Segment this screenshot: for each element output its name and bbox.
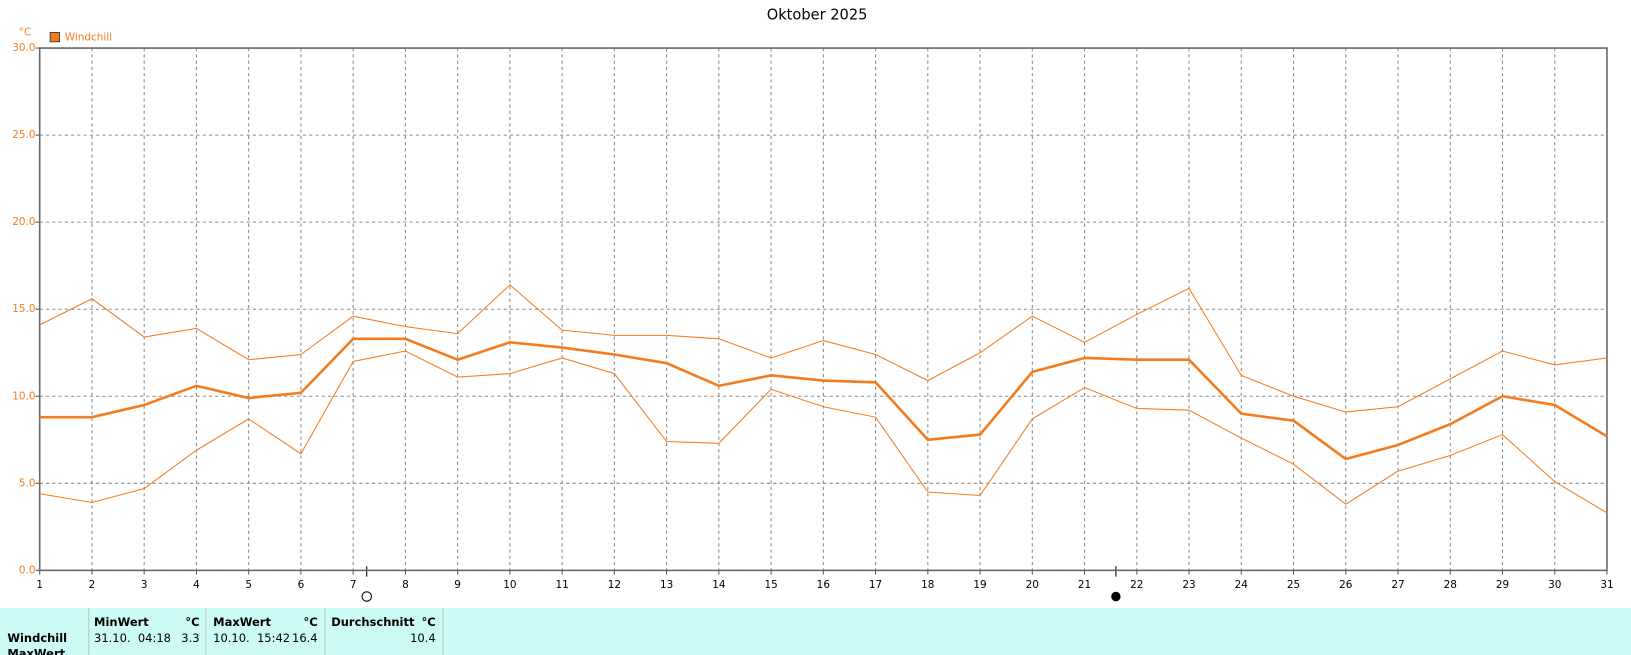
cell: 31.10. 04:18 xyxy=(94,631,171,645)
x-tick-label: 18 xyxy=(921,579,934,591)
y-tick-label: 10.0 xyxy=(12,390,35,402)
x-tick-label: 26 xyxy=(1339,579,1352,591)
y-tick-label: 15.0 xyxy=(12,303,35,315)
x-tick-label: 17 xyxy=(869,579,882,591)
y-tick-label: 20.0 xyxy=(12,216,35,228)
x-tick-label: 23 xyxy=(1182,579,1195,591)
table-unit: °C xyxy=(422,615,436,629)
cell: 10.10. 15:42 xyxy=(213,631,290,645)
x-tick-label: 29 xyxy=(1496,579,1509,591)
x-tick-label: 20 xyxy=(1026,579,1039,591)
y-unit: °C xyxy=(19,26,32,38)
x-tick-label: 4 xyxy=(193,579,200,591)
row-label: MaxWert xyxy=(7,646,65,655)
x-tick-label: 5 xyxy=(245,579,252,591)
table-lines xyxy=(88,607,444,655)
chart-title: Oktober 2025 xyxy=(767,7,868,24)
x-tick-label: 3 xyxy=(141,579,148,591)
x-tick-label: 31 xyxy=(1600,579,1613,591)
x-tick-label: 14 xyxy=(712,579,726,591)
x-tick-label: 12 xyxy=(608,579,621,591)
table-header: MinWert xyxy=(94,615,149,629)
y-tick-label: 0.0 xyxy=(19,564,36,576)
legend-label: Windchill xyxy=(65,32,112,44)
x-tick-label: 9 xyxy=(454,579,461,591)
table-band xyxy=(0,607,1631,655)
x-tick-label: 11 xyxy=(555,579,568,591)
table-unit: °C xyxy=(303,615,317,629)
cell: 16.4 xyxy=(292,631,318,645)
series-line xyxy=(39,337,1608,461)
x-tick-label: 28 xyxy=(1444,579,1457,591)
table-header: Durchschnitt xyxy=(331,615,415,629)
x-tick-label: 2 xyxy=(89,579,96,591)
x-tick-label: 16 xyxy=(817,579,830,591)
x-tick-label: 7 xyxy=(350,579,357,591)
x-tick-label: 15 xyxy=(764,579,777,591)
cell: 3.3 xyxy=(181,631,199,645)
x-tick-label: 25 xyxy=(1287,579,1300,591)
x-tick-label: 24 xyxy=(1235,579,1249,591)
x-tick-label: 27 xyxy=(1391,579,1404,591)
x-tick-label: 21 xyxy=(1078,579,1091,591)
table-unit: °C xyxy=(185,615,199,629)
table-header: MaxWert xyxy=(213,615,271,629)
series-line xyxy=(39,284,1608,413)
x-tick-label: 19 xyxy=(973,579,986,591)
x-tick-label: 10 xyxy=(503,579,516,591)
series-line xyxy=(39,350,1608,514)
x-tick-label: 22 xyxy=(1130,579,1143,591)
x-tick-label: 8 xyxy=(402,579,409,591)
moon-new xyxy=(1111,591,1121,602)
legend-swatch xyxy=(49,31,60,43)
y-tick-label: 30.0 xyxy=(12,42,35,54)
y-tick-label: 25.0 xyxy=(12,129,35,141)
moon-full xyxy=(361,591,372,602)
plot-frame xyxy=(38,47,1608,572)
x-tick-label: 1 xyxy=(36,579,43,591)
row-label: Windchill xyxy=(7,631,67,645)
y-tick-label: 5.0 xyxy=(19,477,36,489)
cell: 10.4 xyxy=(410,631,436,645)
x-tick-label: 6 xyxy=(298,579,305,591)
x-tick-label: 13 xyxy=(660,579,673,591)
x-tick-label: 30 xyxy=(1548,579,1561,591)
